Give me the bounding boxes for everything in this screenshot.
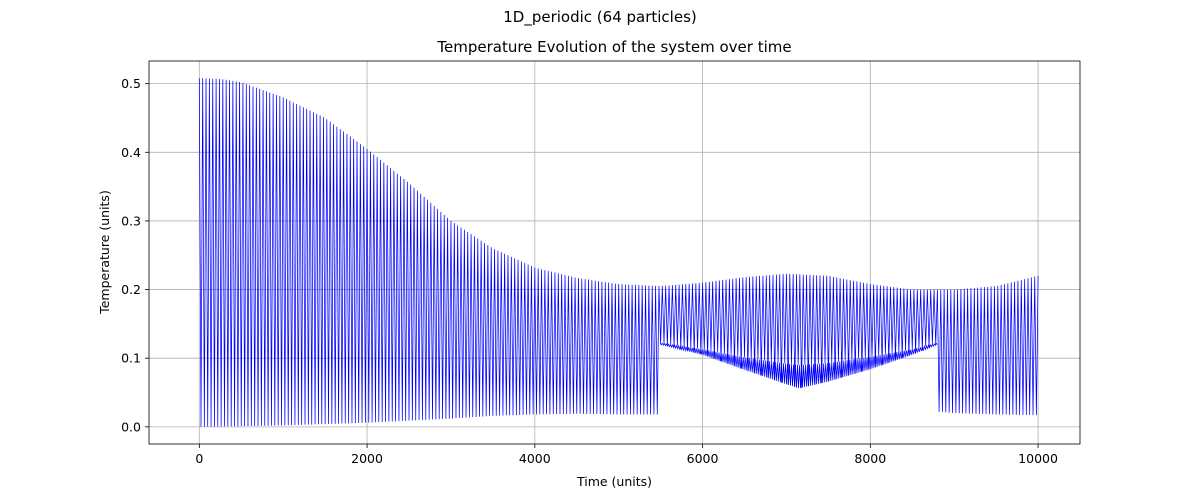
y-tick-label: 0.5 — [121, 76, 141, 91]
x-tick-label: 2000 — [351, 451, 383, 466]
x-tick-label: 10000 — [1018, 451, 1058, 466]
beat-band-line — [660, 342, 938, 389]
x-tick-label: 8000 — [854, 451, 886, 466]
grid-lines — [149, 61, 1080, 444]
temperature-series — [198, 78, 1039, 427]
plot-area-frame — [148, 60, 1081, 445]
axis-ticks: 0 2000 4000 6000 8000 10000 0.0 0.1 0.2 0.3 0.4 0.5 — [121, 76, 1058, 466]
y-tick-label: 0.4 — [121, 145, 141, 160]
y-tick-label: 0.2 — [121, 282, 141, 297]
x-tick-label: 4000 — [519, 451, 551, 466]
temperature-line — [198, 78, 1039, 427]
y-tick-label: 0.3 — [121, 213, 141, 228]
chart-title: Temperature Evolution of the system over… — [436, 38, 791, 56]
figure-suptitle: 1D_periodic (64 particles) — [503, 8, 697, 27]
x-tick-label: 0 — [195, 451, 203, 466]
y-axis-label: Temperature (units) — [97, 190, 112, 315]
y-tick-label: 0.0 — [121, 419, 141, 434]
x-axis-label: Time (units) — [576, 474, 652, 489]
y-tick-label: 0.1 — [121, 351, 141, 366]
x-tick-label: 6000 — [687, 451, 719, 466]
